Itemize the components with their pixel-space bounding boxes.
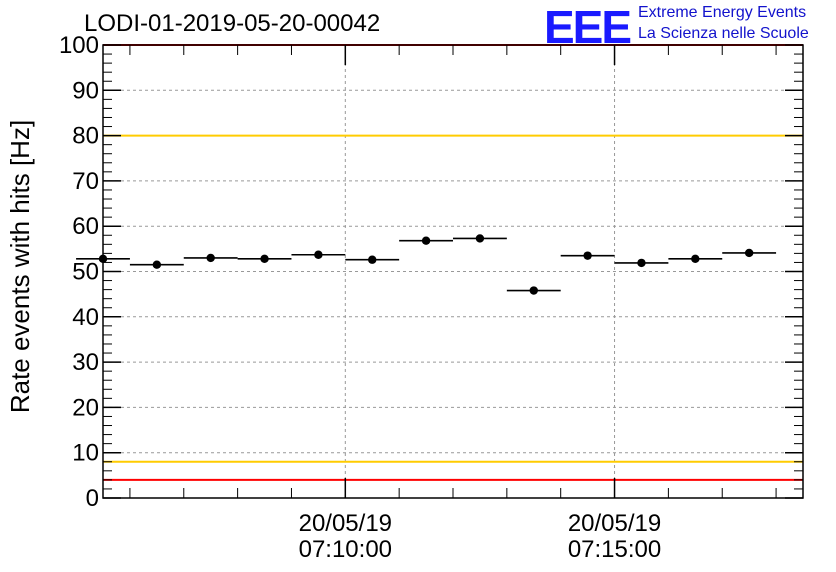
data-point	[206, 253, 215, 263]
data-point	[260, 254, 269, 264]
y-tick-label: 80	[72, 123, 99, 150]
y-tick-label: 90	[72, 77, 99, 104]
x-tick-time-label: 07:15:00	[568, 536, 661, 563]
y-tick-label: 20	[72, 394, 99, 421]
x-tick-date-label: 20/05/19	[568, 510, 661, 537]
data-point	[691, 254, 700, 264]
y-axis-label: Rate events with hits [Hz]	[5, 120, 35, 413]
data-point	[637, 258, 646, 268]
y-tick-label: 100	[59, 32, 99, 59]
y-tick-label: 40	[72, 304, 99, 331]
y-tick-label: 0	[86, 485, 99, 512]
x-tick-date-label: 20/05/19	[299, 510, 392, 537]
logo-line-1: Extreme Energy Events	[638, 4, 807, 21]
data-point	[475, 234, 485, 243]
data-series	[76, 234, 777, 295]
data-point	[583, 251, 592, 260]
y-tick-label: 30	[72, 349, 99, 376]
x-tick-time-label: 07:10:00	[299, 536, 392, 563]
data-point	[314, 250, 323, 259]
reference-lines	[103, 44, 803, 481]
logo-line-2: La Scienza nelle Scuole	[638, 25, 809, 42]
y-tick-label: 70	[72, 168, 99, 195]
y-tick-label: 50	[72, 259, 99, 286]
chart-title: LODI-01-2019-05-20-00042	[84, 10, 381, 37]
data-point	[421, 236, 431, 245]
y-tick-label: 10	[72, 440, 99, 467]
axis-labels: 010203040506070809010020/05/1907:10:0020…	[59, 32, 661, 563]
data-point	[744, 248, 754, 258]
data-point	[529, 286, 538, 295]
grid	[103, 45, 803, 498]
data-point	[368, 255, 377, 264]
axis-ticks	[103, 44, 803, 499]
data-point	[152, 260, 162, 269]
eee-logo: EEE Extreme Energy Events La Scienza nel…	[544, 1, 834, 53]
y-tick-label: 60	[72, 213, 99, 240]
